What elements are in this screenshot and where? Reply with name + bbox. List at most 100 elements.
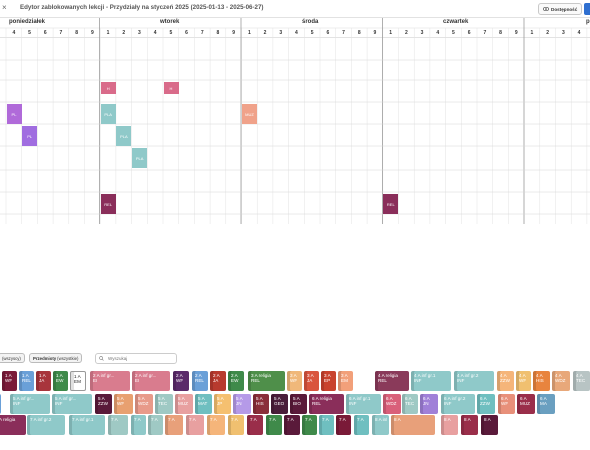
tile-class-label: 8 A — [464, 417, 471, 422]
lesson-tile[interactable]: 3 A EP — [321, 371, 336, 391]
lesson-tile[interactable]: 5 A MAT — [195, 394, 212, 414]
placed-lesson[interactable]: H — [163, 82, 179, 94]
lesson-tile[interactable]: 6 A TEC — [402, 394, 418, 414]
lesson-tile[interactable]: 7 A — [266, 415, 282, 435]
lesson-tile[interactable]: 4 A WDZ — [552, 371, 570, 391]
lesson-tile[interactable]: 5 A TEC — [155, 394, 173, 414]
lesson-tile[interactable]: 7 A — [284, 415, 300, 435]
lesson-tile[interactable]: 7 A — [165, 415, 183, 435]
period-label: 7 — [200, 30, 204, 36]
lesson-tile[interactable]: 5 A GEO — [271, 394, 288, 414]
lesson-tile[interactable]: 5 A WF — [114, 394, 133, 414]
lesson-tile[interactable]: 1 A WF — [2, 371, 17, 391]
lesson-tile[interactable]: 7 A — [247, 415, 263, 435]
lesson-tile[interactable]: 7 A — [354, 415, 369, 435]
lesson-tile[interactable]: 5 A BIO — [290, 394, 307, 414]
lesson-tile[interactable]: 2 A EW — [228, 371, 244, 391]
lesson-tile[interactable]: 5 A JN — [233, 394, 251, 414]
lesson-tile[interactable]: 7 A inf gr.1 — [69, 415, 105, 435]
lesson-tile[interactable]: 6 A WF — [498, 394, 515, 414]
lesson-tile[interactable]: 5 A HIS — [253, 394, 269, 414]
period-label: 4 — [577, 30, 581, 36]
lesson-tile[interactable]: 5 A ZZW — [95, 394, 112, 414]
tile-class-label: 2 A — [176, 373, 183, 378]
tile-subject-label: EM — [341, 378, 348, 384]
placed-lesson[interactable]: PLA — [132, 148, 148, 168]
placed-lesson[interactable]: PLA — [100, 104, 116, 124]
lesson-tile[interactable]: 4 A WF — [516, 371, 531, 391]
lesson-tile[interactable]: 7 A — [108, 415, 128, 435]
period-label: 7 — [483, 30, 487, 36]
lesson-tile[interactable]: 8 A — [441, 415, 458, 435]
lesson-tile[interactable]: 1 A JA — [36, 371, 51, 391]
placed-lesson[interactable]: PLA — [116, 126, 132, 146]
lesson-tile[interactable]: 4 A ZZW — [497, 371, 514, 391]
lesson-tile[interactable]: 2 A inf gr... EI — [90, 371, 130, 391]
lesson-tile[interactable]: 6 A JN — [420, 394, 438, 414]
lesson-tile[interactable]: 3 A religia REL — [248, 371, 285, 391]
lesson-tile[interactable]: 7 A — [131, 415, 146, 435]
lesson-tile[interactable]: 4 A inf gr.1 INF — [411, 371, 451, 391]
placed-lesson[interactable]: MUZ — [242, 104, 257, 124]
lesson-tile[interactable]: 5 A JP — [214, 394, 231, 414]
lesson-tile[interactable]: 4 A HIS — [533, 371, 550, 391]
lesson-tile[interactable]: 7 A — [319, 415, 334, 435]
lesson-tile[interactable]: 3 A WF — [287, 371, 302, 391]
lesson-tile[interactable]: 8 A — [461, 415, 478, 435]
lesson-tile[interactable]: 6 A MUZ — [517, 394, 535, 414]
lesson-tile[interactable]: 1 A REL — [19, 371, 34, 391]
tile-class-label: 8 A inf gr.1 — [375, 417, 387, 422]
lesson-tile[interactable]: 7 A inf gr.2 — [27, 415, 65, 435]
lesson-tile[interactable]: 2 A JA — [210, 371, 226, 391]
subjects-filter[interactable]: Przedmioty (wszystkie) — [29, 353, 83, 363]
lesson-tile[interactable]: 7 A — [228, 415, 244, 435]
lesson-tile[interactable]: A religia — [0, 415, 26, 435]
lesson-tile[interactable]: 2 A inf gr... EI — [132, 371, 170, 391]
teachers-filter[interactable]: (wszyscy) — [0, 353, 25, 363]
lesson-tile[interactable]: 5 A inf gr... INF — [10, 394, 50, 414]
lesson-tile[interactable]: 4 A TEC — [573, 371, 590, 391]
search-input[interactable] — [108, 356, 168, 361]
lesson-tile[interactable]: 8 A — [391, 415, 435, 435]
lesson-tile[interactable]: INF — [0, 394, 1, 414]
tile-subject-label: HIS — [536, 378, 544, 384]
lesson-tile[interactable]: 5 A MUZ — [175, 394, 193, 414]
lesson-tile[interactable]: 5 A inf gr... INF — [52, 394, 92, 414]
lesson-tile[interactable]: 7 A — [148, 415, 163, 435]
lesson-tile[interactable]: 6 A inf gr.2 INF — [441, 394, 475, 414]
lesson-tile[interactable]: 3 A EM — [338, 371, 353, 391]
lesson-tile[interactable]: 7 A — [186, 415, 204, 435]
lesson-tile[interactable]: 2 A WF — [173, 371, 189, 391]
lesson-tile[interactable]: 4 A religia REL — [375, 371, 409, 391]
lesson-tile[interactable]: 8 A inf gr.1 — [372, 415, 389, 435]
tile-subject-label: MA — [540, 401, 547, 407]
availability-button[interactable]: Dostępność — [538, 3, 583, 15]
lesson-tile[interactable]: 6 A ZZW — [477, 394, 495, 414]
lesson-tile[interactable]: 1 A EM — [70, 371, 86, 391]
lesson-tile[interactable]: 7 A — [302, 415, 317, 435]
lesson-tile[interactable]: 8 A — [481, 415, 498, 435]
placed-lesson[interactable]: REL — [100, 194, 116, 214]
search-box[interactable] — [95, 353, 177, 364]
lesson-tile[interactable]: 6 A inf gr.1 INF — [346, 394, 381, 414]
lesson-tile[interactable]: 5 A WDZ — [135, 394, 153, 414]
period-label: 4 — [295, 30, 298, 36]
lesson-tile[interactable]: 4 A inf gr.2 INF — [454, 371, 494, 391]
lesson-tile[interactable]: 2 A REL — [192, 371, 208, 391]
lesson-tile[interactable]: 6 A MA — [537, 394, 555, 414]
tile-class-label: 7 A — [305, 417, 312, 422]
lesson-tile[interactable]: 6 A religia REL — [309, 394, 344, 414]
lesson-tile[interactable]: 7 A — [336, 415, 351, 435]
day-label: środa — [302, 19, 319, 25]
period-label: 9 — [90, 30, 94, 36]
placed-lesson[interactable]: REL — [383, 194, 399, 214]
placed-lesson[interactable]: PL — [6, 104, 22, 124]
lesson-tile[interactable]: 1 A EW — [53, 371, 68, 391]
lesson-tile[interactable]: 6 A WDZ — [383, 394, 401, 414]
placed-lesson[interactable]: PL — [22, 126, 38, 146]
primary-action-button[interactable] — [584, 3, 590, 15]
lesson-tile[interactable]: 7 A — [207, 415, 225, 435]
close-icon[interactable]: × — [2, 3, 7, 12]
lesson-tile[interactable]: 3 A JA — [304, 371, 319, 391]
placed-lesson[interactable]: H — [100, 82, 116, 94]
